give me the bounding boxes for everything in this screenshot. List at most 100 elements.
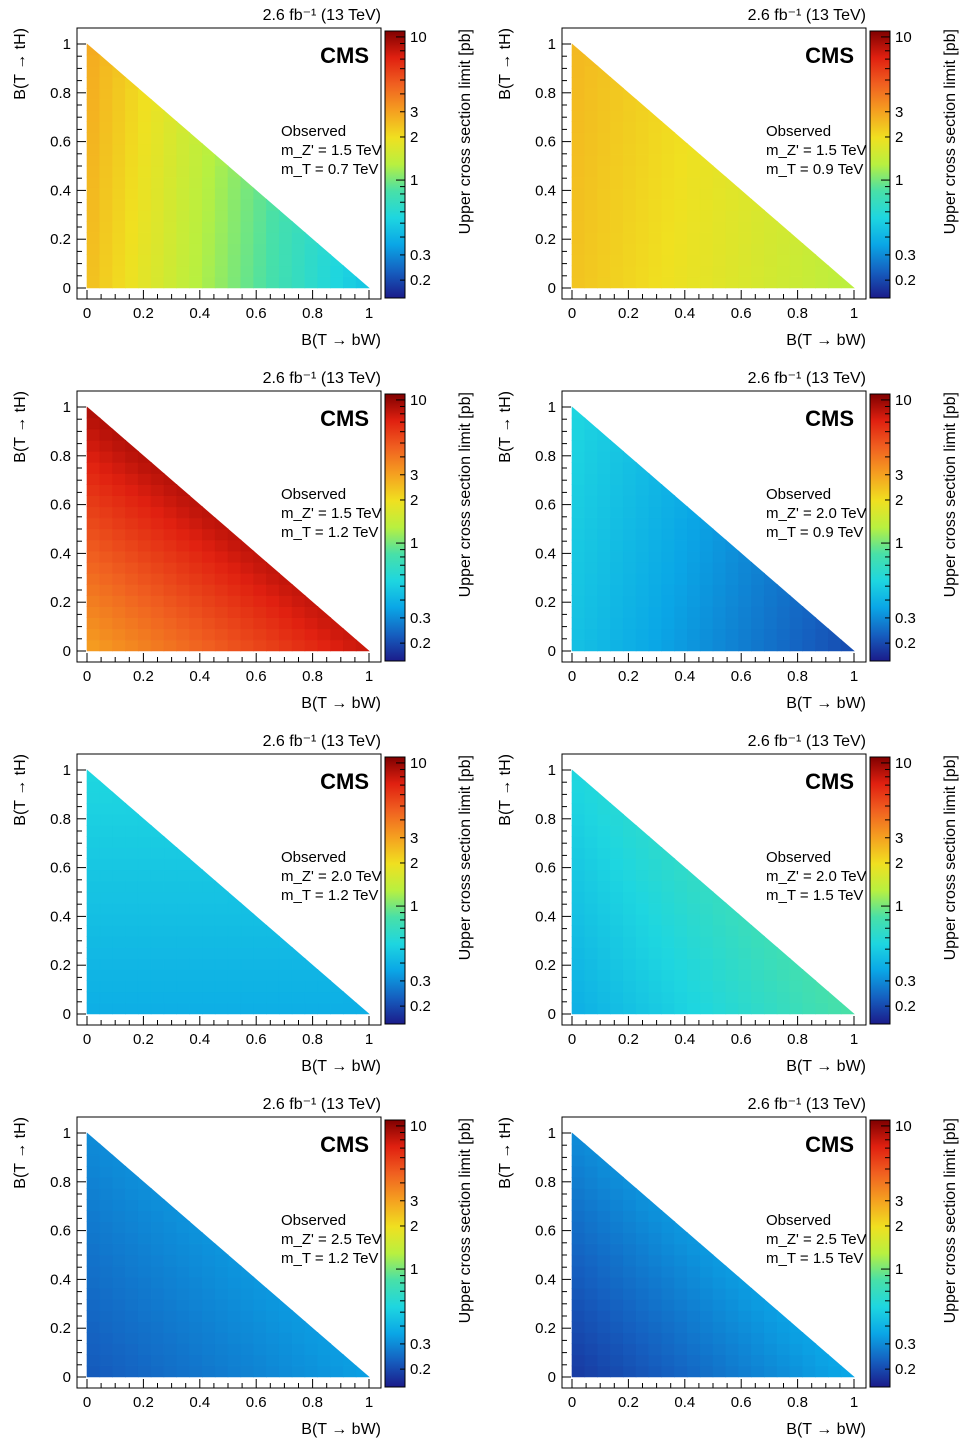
heatmap-cell [699, 573, 714, 585]
heatmap-cell [712, 606, 727, 619]
heatmap-cell [150, 924, 165, 937]
heatmap-cell [622, 1310, 637, 1322]
heatmap-cell [99, 221, 113, 233]
heatmap-cell [789, 254, 804, 267]
heatmap-cell [597, 132, 611, 145]
heatmap-cell [776, 946, 791, 959]
heatmap-cell [725, 1265, 740, 1278]
heatmap-cell [751, 221, 765, 233]
heatmap-cell [240, 1365, 254, 1378]
heatmap-cell [661, 265, 675, 278]
heatmap-cell [125, 132, 139, 145]
heatmap-cell [112, 187, 126, 200]
heatmap-cell [840, 1002, 855, 1015]
heatmap-cell [86, 506, 101, 519]
heatmap-cell [648, 506, 663, 519]
heatmap-cell [622, 1210, 637, 1223]
heatmap-cell [699, 1343, 714, 1356]
heatmap-cell [571, 573, 586, 585]
heatmap-cell [725, 991, 739, 1004]
heatmap-cell [240, 913, 254, 926]
heatmap-cell [584, 121, 598, 134]
heatmap-cell [189, 913, 203, 926]
heatmap-cell [163, 595, 178, 607]
heatmap-cell [112, 1354, 126, 1367]
heatmap-cell [815, 265, 829, 278]
heatmap-cell [278, 1354, 293, 1367]
heatmap-cell [571, 495, 586, 508]
heatmap-cell [661, 550, 675, 563]
heatmap-cell [597, 232, 611, 244]
experiment-label: CMS [320, 769, 369, 794]
heatmap-cell [635, 1299, 650, 1311]
heatmap-cell [253, 913, 268, 926]
heatmap-cell [802, 265, 816, 278]
heatmap-cell [291, 1354, 306, 1367]
heatmap-cell [291, 606, 306, 619]
heatmap-cell [176, 1221, 190, 1234]
y-tick-label: 1 [63, 36, 71, 53]
heatmap-cell [99, 550, 113, 563]
heatmap-cell [763, 254, 778, 267]
heatmap-cell [622, 550, 637, 563]
heatmap-cell [227, 1299, 242, 1311]
heatmap-cell [317, 242, 332, 256]
x-tick-label: 1 [850, 1394, 858, 1411]
heatmap-cell [622, 165, 637, 178]
heatmap-cell [189, 584, 203, 596]
heatmap-cell [227, 584, 242, 596]
heatmap-cell [330, 639, 344, 652]
heatmap-cell [674, 639, 688, 652]
heatmap-cell [687, 1354, 701, 1367]
heatmap-cell [189, 858, 204, 871]
heatmap-cell [176, 628, 190, 641]
heatmap-cell [622, 265, 637, 278]
heatmap-cell [802, 254, 816, 267]
heatmap-cell [112, 76, 126, 89]
heatmap-cell [635, 132, 650, 145]
y-tick-label: 0.4 [535, 545, 556, 562]
heatmap-cell [635, 1321, 650, 1333]
heatmap-cell [163, 902, 178, 915]
heatmap-cell [227, 254, 242, 267]
heatmap-cell [112, 1210, 126, 1223]
heatmap-cell [751, 969, 765, 982]
heatmap-cell [571, 639, 586, 652]
heatmap-cell [622, 836, 637, 848]
heatmap-cell [176, 947, 190, 959]
heatmap-cells [571, 406, 855, 652]
heatmap-cell [597, 1154, 612, 1167]
heatmap-cell [712, 561, 727, 574]
heatmap-cell [648, 176, 663, 189]
heatmap-cell [137, 980, 152, 993]
heatmap-cell [661, 495, 675, 508]
heatmap-cell [661, 232, 675, 244]
heatmap-cell [253, 584, 267, 596]
heatmap-cell [99, 584, 113, 596]
heatmap-cell [635, 628, 650, 641]
heatmap-cell [802, 1354, 816, 1367]
heatmap-cell [125, 1343, 139, 1356]
heatmap-cell [597, 539, 611, 552]
heatmap-cell [112, 243, 126, 256]
heatmap-cell [738, 639, 752, 652]
heatmap-cell [330, 254, 345, 267]
heatmap-cell [828, 639, 842, 652]
heatmap-cell [86, 913, 101, 926]
heatmap-cell [635, 1210, 650, 1223]
heatmap-cell [99, 628, 113, 641]
heatmap-cell [635, 461, 650, 474]
heatmap-cell [815, 254, 830, 267]
heatmap-cell [112, 221, 126, 233]
heatmap-cell [202, 1254, 216, 1267]
heatmap-cell [674, 198, 688, 211]
heatmap-cell [125, 1165, 140, 1178]
heatmap-cell [712, 595, 727, 607]
heatmap-cell [150, 980, 165, 993]
colorbar [869, 30, 891, 299]
heatmap-cell [597, 143, 611, 156]
heatmap-cell [571, 121, 586, 134]
heatmap-cell [699, 254, 714, 267]
heatmap-cell [227, 1310, 242, 1322]
